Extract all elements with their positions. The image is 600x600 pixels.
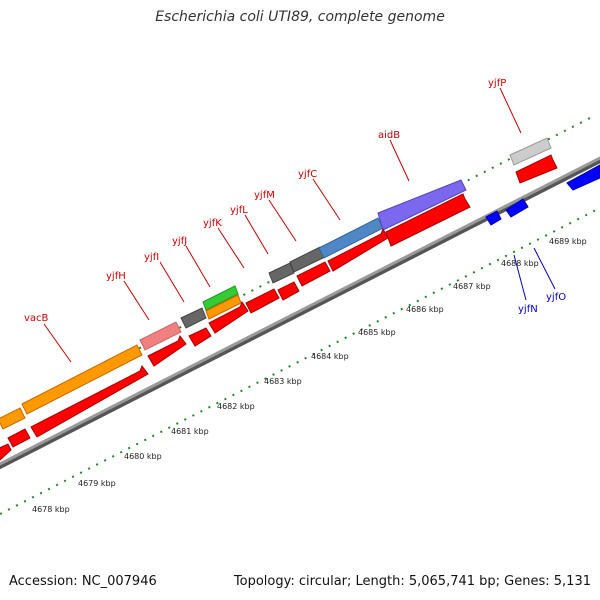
kbp-label: 4688 kbp xyxy=(501,259,539,268)
feature-bar xyxy=(180,307,207,329)
kbp-label: 4684 kbp xyxy=(311,352,349,361)
gene-label-yjfM: yjfM xyxy=(254,190,275,201)
feature-bar xyxy=(268,262,295,284)
gene-label-yjfP: yjfP xyxy=(488,78,506,89)
kbp-label: 4680 kbp xyxy=(124,452,162,461)
kbp-label: 4683 kbp xyxy=(264,377,302,386)
cds-arrow xyxy=(277,281,300,301)
cds-arrow xyxy=(30,364,149,438)
cds-arrow xyxy=(566,164,600,191)
gene-label-yjfH: yjfH xyxy=(106,271,126,282)
gene-label-yjfO: yjfO xyxy=(546,292,566,303)
reverse-cds-layer xyxy=(485,164,600,226)
accession-text: Accession: NC_007946 xyxy=(9,574,157,589)
kbp-label: 4682 kbp xyxy=(217,402,255,411)
backbone-shadow xyxy=(0,157,600,470)
feature-bar xyxy=(0,407,26,430)
gene-label-yjfK: yjfK xyxy=(203,218,222,229)
kbp-label: 4679 kbp xyxy=(78,479,116,488)
gene-label-yjfI: yjfI xyxy=(144,252,159,263)
gene-label-yjfJ: yjfJ xyxy=(172,236,187,247)
topology-text: Topology: circular; Length: 5,065,741 bp… xyxy=(233,574,591,589)
feature-layer xyxy=(0,137,552,430)
feature-bar xyxy=(509,137,552,166)
cds-arrow xyxy=(245,288,280,314)
cds-arrow xyxy=(296,261,331,287)
forward-leader-lines xyxy=(43,87,522,363)
kbp-label: 4681 kbp xyxy=(171,427,209,436)
feature-bar xyxy=(205,294,242,320)
cds-arrow xyxy=(0,443,12,461)
kbp-label: 4678 kbp xyxy=(32,505,70,514)
gene-label-aidB: aidB xyxy=(378,130,400,141)
kbp-label: 4685 kbp xyxy=(358,328,396,337)
feature-bar xyxy=(377,179,467,231)
cds-arrow xyxy=(505,198,529,218)
cds-arrow xyxy=(188,327,212,347)
forward-cds-layer xyxy=(0,154,558,461)
feature-bar xyxy=(139,321,182,351)
cds-arrow xyxy=(327,227,389,272)
cds-arrow xyxy=(147,334,187,367)
kbp-label: 4689 kbp xyxy=(549,237,587,246)
cds-arrow xyxy=(515,154,558,184)
cds-arrow xyxy=(485,210,502,226)
cds-arrow xyxy=(385,193,471,247)
feature-bar xyxy=(202,285,239,311)
gene-label-vacB: vacB xyxy=(24,313,49,324)
cds-arrow xyxy=(208,300,249,334)
reverse-leader-lines xyxy=(513,247,556,301)
gene-label-yjfL: yjfL xyxy=(230,205,248,216)
lower-tick-rule xyxy=(0,207,600,515)
gene-label-yjfC: yjfC xyxy=(298,169,317,180)
kbp-label: 4687 kbp xyxy=(453,282,491,291)
genome-title: Escherichia coli UTI89, complete genome xyxy=(155,9,445,25)
vacB-feature-bar xyxy=(21,344,143,415)
gene-label-yjfN: yjfN xyxy=(518,304,538,315)
backbone xyxy=(0,156,600,466)
kbp-label: 4686 kbp xyxy=(406,305,444,314)
cds-arrow xyxy=(7,428,31,448)
